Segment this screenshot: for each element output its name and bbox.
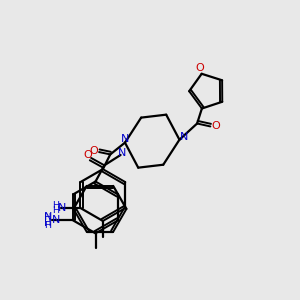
Text: O: O [89, 146, 98, 156]
Text: O: O [83, 150, 92, 160]
Text: H: H [52, 201, 59, 210]
Text: O: O [195, 63, 204, 73]
Text: N: N [180, 132, 189, 142]
Text: N: N [44, 212, 52, 222]
Text: N: N [58, 203, 66, 213]
Text: H: H [45, 221, 52, 230]
Text: N: N [52, 215, 61, 225]
Text: H: H [52, 206, 59, 215]
Text: O: O [211, 122, 220, 131]
Text: H: H [44, 213, 52, 223]
Text: H: H [44, 218, 52, 228]
Text: N: N [121, 134, 129, 143]
Text: N: N [118, 148, 126, 158]
